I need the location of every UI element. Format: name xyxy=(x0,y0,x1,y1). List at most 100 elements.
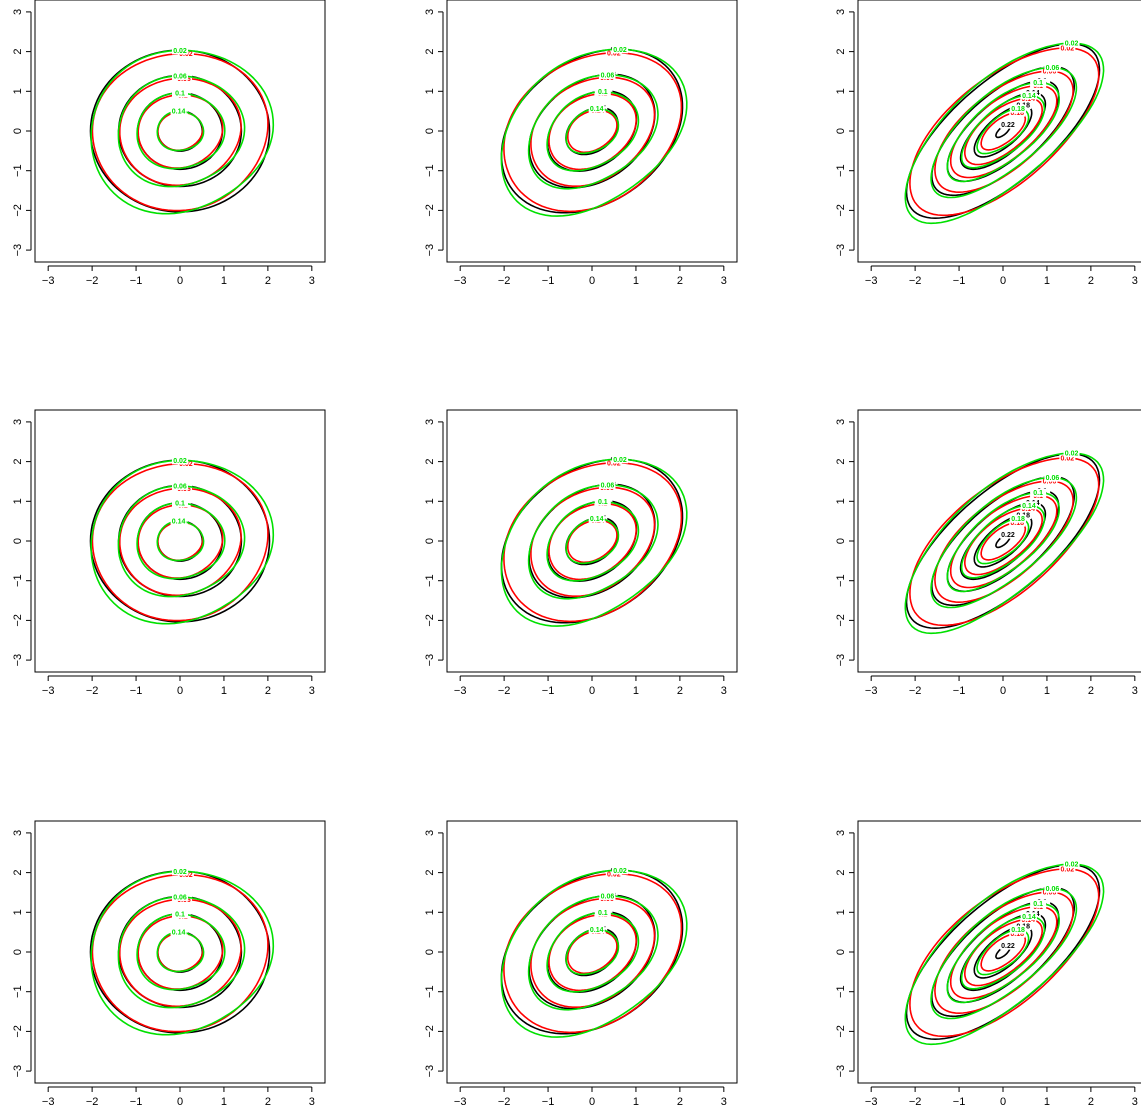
contour-label: 0.02 xyxy=(1061,45,1075,52)
contour-line-green xyxy=(546,500,640,582)
contour-line-green xyxy=(930,887,1078,1020)
contour-line-red xyxy=(949,494,1058,589)
contour-label: 0.14 xyxy=(1021,96,1035,103)
contour-label: 0.06 xyxy=(1043,890,1057,897)
contour-panel-2-1: 0.020.060.10.140.020.060.10.140.020.060.… xyxy=(12,409,326,697)
contour-label: 0.14 xyxy=(1022,503,1036,510)
contour-line-green xyxy=(546,911,640,993)
contour-line-red xyxy=(567,930,618,975)
y-tick-label: 1 xyxy=(835,88,847,94)
plot-area: 0.020.060.10.140.020.060.10.140.020.060.… xyxy=(89,46,275,215)
y-tick-label: 3 xyxy=(424,419,436,425)
x-tick-label: −3 xyxy=(42,685,55,697)
y-tick-label: 3 xyxy=(835,9,847,15)
y-tick-label: 3 xyxy=(12,830,24,836)
x-tick-label: 0 xyxy=(1000,275,1006,287)
y-tick-label: 2 xyxy=(424,870,436,876)
contour-line-red xyxy=(949,84,1058,179)
y-tick-label: −1 xyxy=(12,574,24,587)
contour-line-red xyxy=(530,486,656,597)
contour-label: 0.02 xyxy=(173,869,187,876)
x-tick-label: 3 xyxy=(309,685,315,697)
contour-label: 0.1 xyxy=(598,910,608,917)
y-tick-label: −1 xyxy=(424,164,436,177)
contour-line-red xyxy=(503,52,683,213)
contour-label: 0.18 xyxy=(1010,110,1024,117)
contour-label: 0.1 xyxy=(598,499,608,506)
contour-label: 0.02 xyxy=(1065,41,1079,48)
y-tick-label: −3 xyxy=(12,1065,24,1078)
plot-box xyxy=(34,409,326,673)
x-tick-label: −3 xyxy=(454,685,467,697)
contour-label: 0.18 xyxy=(1010,520,1024,527)
contour-line-green xyxy=(960,94,1046,169)
contour-label: 0.02 xyxy=(613,457,627,464)
contour-line-red xyxy=(934,891,1074,1015)
contour-label: 0.06 xyxy=(1043,69,1057,76)
y-tick-label: 0 xyxy=(835,949,847,955)
contour-line-red xyxy=(91,52,269,212)
y-tick-label: −1 xyxy=(12,164,24,177)
x-tick-label: 2 xyxy=(677,685,683,697)
contour-label: 0.02 xyxy=(613,868,627,875)
x-tick-label: −2 xyxy=(909,1096,922,1108)
contour-line-green xyxy=(546,90,640,172)
x-tick-label: 0 xyxy=(589,275,595,287)
contour-label: 0.06 xyxy=(173,73,187,80)
contour-label: 0.02 xyxy=(173,458,187,465)
y-tick-label: 1 xyxy=(835,498,847,504)
contour-line-green xyxy=(904,863,1105,1046)
x-tick-label: −1 xyxy=(953,1096,966,1108)
contour-line-green xyxy=(136,502,226,580)
y-tick-label: 1 xyxy=(12,498,24,504)
x-tick-label: 2 xyxy=(265,275,271,287)
contour-label: 0.14 xyxy=(1021,917,1035,924)
y-tick-label: 0 xyxy=(424,949,436,955)
plot-area: 0.020.060.10.140.020.060.10.140.020.060.… xyxy=(500,866,688,1038)
contour-line-red xyxy=(137,94,224,169)
x-tick-label: −2 xyxy=(498,275,511,287)
x-tick-label: 3 xyxy=(721,275,727,287)
contour-line-red xyxy=(980,932,1027,972)
x-tick-label: 3 xyxy=(721,685,727,697)
y-tick-label: −3 xyxy=(12,654,24,667)
contour-label: 0.18 xyxy=(1010,931,1024,938)
x-tick-label: 0 xyxy=(1000,685,1006,697)
x-tick-label: 1 xyxy=(221,1096,227,1108)
contour-line-red xyxy=(548,92,638,171)
contour-line-green xyxy=(136,913,226,991)
plot-box xyxy=(446,0,738,263)
x-tick-label: −3 xyxy=(865,275,878,287)
contour-line-green xyxy=(976,928,1030,976)
contour-panel-3-3: 0.020.060.10.140.180.220.020.060.10.140.… xyxy=(835,820,1141,1108)
x-tick-label: 2 xyxy=(1088,685,1094,697)
contour-line-red xyxy=(949,905,1058,1000)
contour-label: 0.18 xyxy=(1011,106,1025,113)
contour-label: 0.14 xyxy=(172,518,186,525)
contour-label: 0.06 xyxy=(601,482,615,489)
y-tick-label: −2 xyxy=(424,1025,436,1038)
contour-line-green xyxy=(904,452,1105,635)
x-tick-label: −2 xyxy=(498,1096,511,1108)
contour-label: 0.02 xyxy=(1061,866,1075,873)
y-tick-label: −1 xyxy=(424,574,436,587)
y-tick-label: 0 xyxy=(835,128,847,134)
contour-line-green xyxy=(136,92,226,170)
contour-line-green xyxy=(117,896,246,1009)
plot-area: 0.020.060.10.140.020.060.10.140.020.060.… xyxy=(500,45,688,217)
contour-line-red xyxy=(548,502,638,581)
contour-label: 0.1 xyxy=(175,501,185,508)
contour-line-green xyxy=(90,49,275,215)
y-tick-label: 0 xyxy=(424,128,436,134)
contour-label: 0.02 xyxy=(179,461,193,468)
contour-line-green xyxy=(930,66,1078,199)
contour-line-red xyxy=(934,480,1074,604)
contour-line-green xyxy=(904,42,1105,225)
contour-label: 0.06 xyxy=(601,893,615,900)
contour-label: 0.18 xyxy=(1011,927,1025,934)
x-tick-label: 2 xyxy=(677,275,683,287)
contour-line-green xyxy=(500,458,688,627)
contour-line-red xyxy=(91,873,269,1033)
contour-panel-2-3: 0.020.060.10.140.180.220.020.060.10.140.… xyxy=(835,409,1141,697)
contour-label: 0.14 xyxy=(590,516,604,523)
